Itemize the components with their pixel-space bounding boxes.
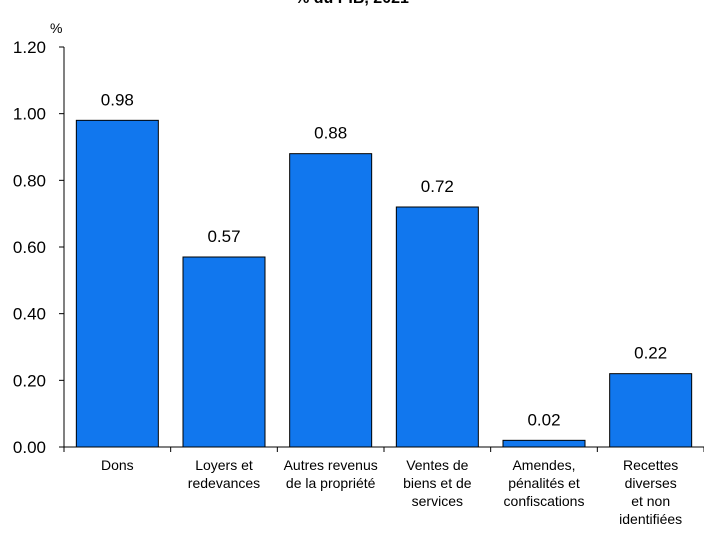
y-tick-label: 0.60 bbox=[13, 238, 46, 257]
x-category-label: Ventes de bbox=[406, 457, 468, 473]
x-category-label: de la propriété bbox=[286, 475, 376, 491]
bar-value-label: 0.57 bbox=[207, 227, 240, 246]
x-category-label: biens et de bbox=[403, 475, 472, 491]
x-category-label: Dons bbox=[101, 457, 134, 473]
x-category-label: Recettes bbox=[623, 457, 678, 473]
bar-value-label: 0.88 bbox=[314, 124, 347, 143]
x-category-label: confiscations bbox=[504, 493, 585, 509]
bar bbox=[75, 119, 159, 448]
y-tick-label: 1.00 bbox=[13, 105, 46, 124]
y-axis-unit-label: % bbox=[50, 20, 63, 36]
bar-value-label: 0.22 bbox=[634, 344, 667, 363]
chart-title: % du PIB, 2021 bbox=[0, 0, 704, 8]
y-tick-label: 1.20 bbox=[13, 38, 46, 57]
x-category-label: et non bbox=[631, 493, 670, 509]
y-tick-label: 0.80 bbox=[13, 171, 46, 190]
bar bbox=[609, 373, 693, 448]
x-category-label: Loyers et bbox=[195, 457, 253, 473]
bar-value-label: 0.02 bbox=[527, 410, 560, 429]
x-category-label: Autres revenus bbox=[284, 457, 378, 473]
x-category-label: pénalités et bbox=[508, 475, 580, 491]
x-category-label: redevances bbox=[188, 475, 260, 491]
bar bbox=[182, 256, 266, 448]
bar bbox=[502, 439, 586, 448]
bar bbox=[289, 153, 373, 448]
bar-value-label: 0.72 bbox=[421, 177, 454, 196]
x-category-label: diverses bbox=[625, 475, 677, 491]
y-tick-label: 0.00 bbox=[13, 438, 46, 457]
x-category-label: Amendes, bbox=[512, 457, 575, 473]
y-tick-label: 0.20 bbox=[13, 371, 46, 390]
x-category-label: services bbox=[412, 493, 463, 509]
bar-value-label: 0.98 bbox=[101, 90, 134, 109]
x-category-label: identifiées bbox=[619, 511, 682, 527]
y-tick-label: 0.40 bbox=[13, 305, 46, 324]
bar bbox=[395, 206, 479, 448]
